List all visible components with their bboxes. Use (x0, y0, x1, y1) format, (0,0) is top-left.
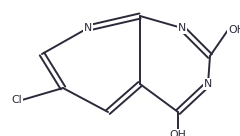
Text: N: N (204, 79, 212, 89)
Text: OH: OH (228, 25, 240, 35)
Text: N: N (84, 23, 92, 33)
Text: OH: OH (170, 130, 186, 136)
Text: Cl: Cl (11, 95, 22, 105)
Text: N: N (178, 23, 186, 33)
